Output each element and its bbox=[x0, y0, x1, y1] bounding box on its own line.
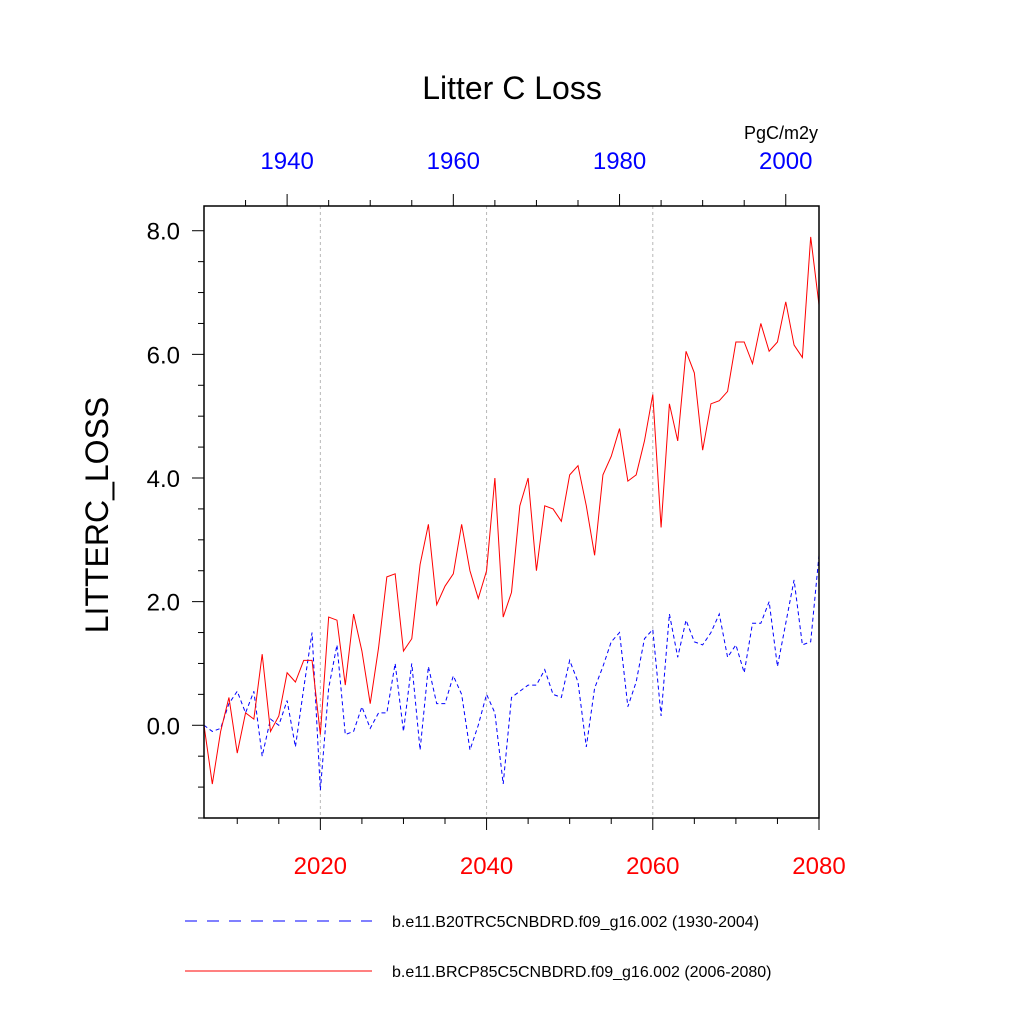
y-tick-label: 0.0 bbox=[147, 713, 180, 740]
x-bottom-tick-label: 2040 bbox=[460, 853, 513, 880]
axes bbox=[192, 194, 820, 830]
tick-labels: 0.0 2.0 4.0 6.0 8.0 2020 2040 2060 2080 1940 1960 1… bbox=[147, 148, 846, 880]
x-bottom-tick-label: 2080 bbox=[792, 853, 845, 880]
y-axis-label: LITTERC_LOSS bbox=[79, 397, 115, 634]
legend: b.e11.B20TRC5CNBDRD.f09_g16.002 (1930-20… bbox=[185, 914, 771, 981]
units-label: PgC/m2y bbox=[744, 123, 818, 143]
chart-title: Litter C Loss bbox=[422, 70, 602, 106]
legend-label-historical: b.e11.B20TRC5CNBDRD.f09_g16.002 (1930-20… bbox=[392, 914, 759, 931]
x-top-tick-label: 1960 bbox=[427, 148, 480, 175]
x-bottom-tick-label: 2060 bbox=[626, 853, 679, 880]
series-line-historical bbox=[203, 555, 820, 791]
series-line-rcp85 bbox=[203, 236, 820, 785]
y-tick-label: 2.0 bbox=[147, 590, 180, 617]
y-tick-label: 4.0 bbox=[147, 466, 180, 493]
x-top-tick-label: 1980 bbox=[593, 148, 646, 175]
x-grid bbox=[319, 206, 654, 818]
x-top-tick-label: 1940 bbox=[260, 148, 313, 175]
plot-series bbox=[203, 236, 820, 791]
plot-frame bbox=[203, 205, 820, 819]
legend-label-rcp85: b.e11.BRCP85C5CNBDRD.f09_g16.002 (2006-2… bbox=[392, 964, 771, 981]
y-tick-label: 8.0 bbox=[147, 219, 180, 246]
x-top-tick-label: 2000 bbox=[759, 148, 812, 175]
y-tick-label: 6.0 bbox=[147, 342, 180, 369]
x-bottom-tick-label: 2020 bbox=[294, 853, 347, 880]
